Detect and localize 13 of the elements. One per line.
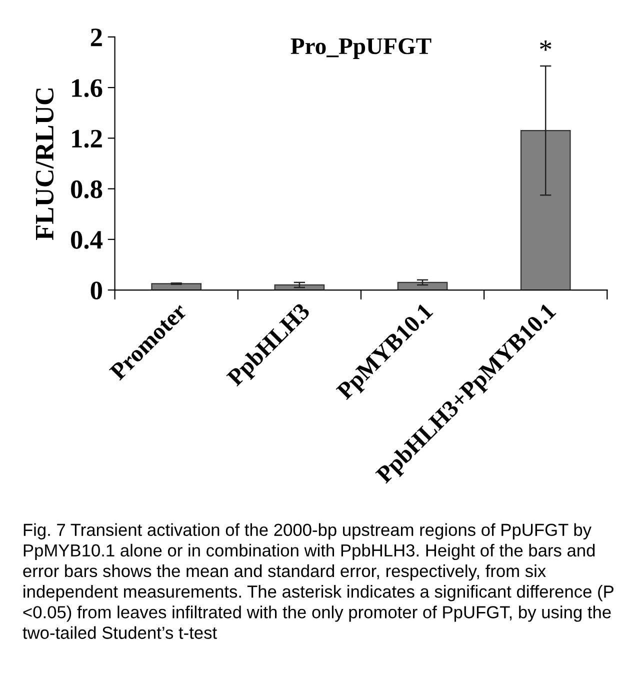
y-tick-label: 0.4 <box>71 231 103 249</box>
y-tick-label: 0 <box>90 282 102 300</box>
y-tick-label: 0.8 <box>71 180 102 198</box>
bar <box>520 130 571 290</box>
chart-title: Pro_PpUFGT <box>290 38 432 59</box>
y-tick-label: 1.6 <box>72 79 102 98</box>
y-tick-label: 2 <box>90 28 102 46</box>
y-tick-label: 1.2 <box>72 130 102 148</box>
caption: Fig. 7 Transient activation of the 2000-bp upstream regions of PpUFGT by PpMYB10.1 alone or in combination with PpbHLH3. Height of the bars and error bars shows the mean and standard error, respectively, from six independent measurements. The asterisk indicates a significant difference (P <0.05) from leaves infiltrated with the only promoter of PpUFGT, by using the two-tailed Student’s t-test <box>22 523 614 639</box>
y-axis-title: FLUC/RLUC <box>36 88 54 240</box>
bar <box>151 283 202 290</box>
bar <box>397 282 448 290</box>
annotation: * <box>540 40 552 51</box>
